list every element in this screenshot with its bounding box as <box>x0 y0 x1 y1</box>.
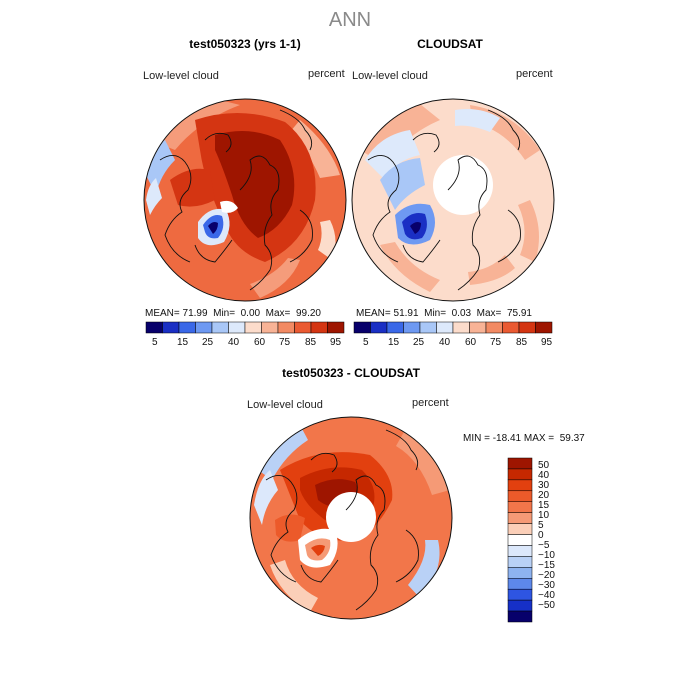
colorbar-swatch <box>419 321 437 334</box>
cb2-tick: 5 <box>363 337 369 348</box>
colorbar-swatch <box>535 321 553 334</box>
cb2-tick: 85 <box>516 337 528 348</box>
cb2-tick: 40 <box>439 337 451 348</box>
cb1-tick: 5 <box>152 337 158 348</box>
diff-range-text: MIN = -18.41 MAX = 59.37 <box>463 433 585 444</box>
colorbar-swatch <box>244 321 262 334</box>
diff-legend-label: −15 <box>538 560 555 571</box>
colorbar-swatch <box>310 321 328 334</box>
legend-swatch <box>507 468 533 481</box>
panel-2-units-label: percent <box>516 68 553 80</box>
colorbar-swatch <box>436 321 454 334</box>
diff-legend-label: 15 <box>538 500 550 511</box>
cb1-tick: 15 <box>177 337 189 348</box>
panel-2-variable-label: Low-level cloud <box>352 70 428 82</box>
colorbar-swatch <box>178 321 196 334</box>
cb2-tick: 25 <box>413 337 425 348</box>
colorbar-swatch <box>162 321 180 334</box>
colorbar-cloudsat <box>353 321 553 334</box>
colorbar-swatch <box>353 321 371 334</box>
map-difference-polar <box>249 416 453 620</box>
legend-swatch <box>507 578 533 590</box>
colorbar-cloudsat-ticks: 5 15 25 40 60 75 85 95 <box>352 337 562 351</box>
legend-swatch <box>507 479 533 492</box>
colorbar-model-ticks: 5 15 25 40 60 75 85 95 <box>141 337 351 351</box>
cb1-tick: 75 <box>279 337 291 348</box>
diff-legend-label: 20 <box>538 490 550 501</box>
panel-2-title: CLOUDSAT <box>417 37 483 51</box>
legend-swatch <box>507 567 533 579</box>
legend-swatch <box>507 556 533 568</box>
diff-legend-label: 5 <box>538 520 544 531</box>
cb1-tick: 85 <box>305 337 317 348</box>
cb2-tick: 15 <box>388 337 400 348</box>
legend-swatch <box>507 545 533 557</box>
diff-legend-label: 10 <box>538 510 550 521</box>
diff-units-label: percent <box>412 397 449 409</box>
legend-swatch <box>507 610 533 623</box>
cb1-tick: 60 <box>254 337 266 348</box>
diff-legend-label: −40 <box>538 590 555 601</box>
cb2-tick: 95 <box>541 337 553 348</box>
cb1-tick: 40 <box>228 337 240 348</box>
diff-legend-label: −10 <box>538 550 555 561</box>
cb1-tick: 25 <box>202 337 214 348</box>
panel-2-stats: MEAN= 51.91 Min= 0.03 Max= 75.91 <box>356 308 532 319</box>
legend-swatch <box>507 588 533 601</box>
legend-swatch <box>507 512 533 524</box>
diff-legend-label: 0 <box>538 530 544 541</box>
legend-swatch <box>507 523 533 535</box>
legend-swatch <box>507 490 533 502</box>
map-model-polar <box>143 98 347 302</box>
season-title: ANN <box>328 9 372 31</box>
panel-1-units-label: percent <box>308 68 345 80</box>
legend-swatch <box>507 534 533 546</box>
cb2-tick: 60 <box>465 337 477 348</box>
diff-legend-label: 30 <box>538 480 550 491</box>
legend-swatch <box>507 501 533 513</box>
colorbar-swatch <box>403 321 421 334</box>
diff-legend-label: −50 <box>538 600 555 611</box>
colorbar-swatch <box>518 321 536 334</box>
diff-legend-label: 40 <box>538 470 550 481</box>
colorbar-swatch <box>211 321 229 334</box>
diff-legend-label: −30 <box>538 580 555 591</box>
diff-legend-label: −20 <box>538 570 555 581</box>
colorbar-difference <box>507 457 533 623</box>
colorbar-swatch <box>277 321 295 334</box>
cb1-tick: 95 <box>330 337 342 348</box>
cb2-tick: 75 <box>490 337 502 348</box>
colorbar-swatch <box>485 321 503 334</box>
diff-panel-title: test050323 - CLOUDSAT <box>282 366 420 380</box>
colorbar-swatch <box>228 321 246 334</box>
legend-swatch <box>507 599 533 612</box>
colorbar-swatch <box>386 321 404 334</box>
panel-1-variable-label: Low-level cloud <box>143 70 219 82</box>
map-cloudsat-polar <box>351 98 555 302</box>
diff-variable-label: Low-level cloud <box>247 399 323 411</box>
colorbar-swatch <box>294 321 312 334</box>
colorbar-model <box>145 321 345 334</box>
panel-1-title: test050323 (yrs 1-1) <box>189 37 301 51</box>
panel-1-stats: MEAN= 71.99 Min= 0.00 Max= 99.20 <box>145 308 321 319</box>
diff-legend-labels: 50 40 30 20 15 10 5 0 −5 −10 −15 −20 −30… <box>538 460 578 625</box>
diff-legend-label: 50 <box>538 460 550 471</box>
colorbar-swatch <box>145 321 163 334</box>
colorbar-swatch <box>452 321 470 334</box>
colorbar-swatch <box>261 321 279 334</box>
legend-swatch <box>507 457 533 470</box>
colorbar-swatch <box>195 321 213 334</box>
diff-legend-label: −5 <box>538 540 550 551</box>
colorbar-swatch <box>327 321 345 334</box>
colorbar-swatch <box>469 321 487 334</box>
colorbar-swatch <box>370 321 388 334</box>
colorbar-swatch <box>502 321 520 334</box>
